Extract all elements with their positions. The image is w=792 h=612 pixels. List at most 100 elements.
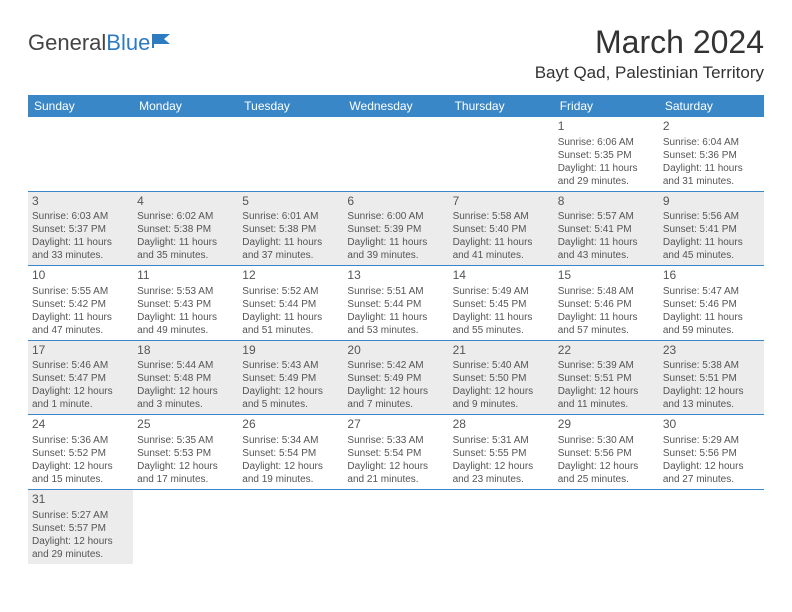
day-number: 5 [242,194,339,210]
flag-icon [152,30,174,56]
daylight-line: Daylight: 11 hours and 45 minutes. [663,236,760,262]
calendar-body: 1Sunrise: 6:06 AMSunset: 5:35 PMDaylight… [28,117,764,564]
sunset-line: Sunset: 5:47 PM [32,372,129,385]
daylight-line: Daylight: 11 hours and 37 minutes. [242,236,339,262]
calendar-cell: 20Sunrise: 5:42 AMSunset: 5:49 PMDayligh… [343,340,448,415]
logo: GeneralBlue [28,30,174,56]
daylight-line: Daylight: 12 hours and 21 minutes. [347,460,444,486]
calendar-cell: 10Sunrise: 5:55 AMSunset: 5:42 PMDayligh… [28,266,133,341]
calendar-cell: 24Sunrise: 5:36 AMSunset: 5:52 PMDayligh… [28,415,133,490]
day-number: 11 [137,268,234,284]
sunset-line: Sunset: 5:54 PM [347,447,444,460]
sunrise-line: Sunrise: 5:38 AM [663,359,760,372]
day-number: 10 [32,268,129,284]
day-number: 18 [137,343,234,359]
sunset-line: Sunset: 5:43 PM [137,298,234,311]
calendar-cell: 7Sunrise: 5:58 AMSunset: 5:40 PMDaylight… [449,191,554,266]
logo-text-1: General [28,30,106,56]
calendar-cell [659,489,764,563]
sunset-line: Sunset: 5:38 PM [137,223,234,236]
sunset-line: Sunset: 5:51 PM [558,372,655,385]
calendar-cell [238,489,343,563]
calendar-cell: 30Sunrise: 5:29 AMSunset: 5:56 PMDayligh… [659,415,764,490]
sunset-line: Sunset: 5:50 PM [453,372,550,385]
daylight-line: Daylight: 11 hours and 57 minutes. [558,311,655,337]
day-number: 13 [347,268,444,284]
sunrise-line: Sunrise: 5:56 AM [663,210,760,223]
calendar-cell: 4Sunrise: 6:02 AMSunset: 5:38 PMDaylight… [133,191,238,266]
calendar-cell: 15Sunrise: 5:48 AMSunset: 5:46 PMDayligh… [554,266,659,341]
sunrise-line: Sunrise: 5:35 AM [137,434,234,447]
sunrise-line: Sunrise: 5:40 AM [453,359,550,372]
sunset-line: Sunset: 5:51 PM [663,372,760,385]
sunset-line: Sunset: 5:40 PM [453,223,550,236]
day-number: 9 [663,194,760,210]
calendar-cell [449,117,554,191]
sunrise-line: Sunrise: 6:00 AM [347,210,444,223]
day-number: 8 [558,194,655,210]
sunset-line: Sunset: 5:53 PM [137,447,234,460]
day-number: 3 [32,194,129,210]
sunrise-line: Sunrise: 5:36 AM [32,434,129,447]
location: Bayt Qad, Palestinian Territory [535,63,764,83]
day-number: 17 [32,343,129,359]
calendar-row: 1Sunrise: 6:06 AMSunset: 5:35 PMDaylight… [28,117,764,191]
logo-text-2: Blue [106,30,150,56]
sunset-line: Sunset: 5:56 PM [558,447,655,460]
daylight-line: Daylight: 12 hours and 27 minutes. [663,460,760,486]
sunset-line: Sunset: 5:44 PM [347,298,444,311]
sunrise-line: Sunrise: 6:04 AM [663,136,760,149]
calendar-cell [343,117,448,191]
sunset-line: Sunset: 5:57 PM [32,522,129,535]
day-number: 12 [242,268,339,284]
daylight-line: Daylight: 11 hours and 31 minutes. [663,162,760,188]
day-number: 21 [453,343,550,359]
calendar-cell: 16Sunrise: 5:47 AMSunset: 5:46 PMDayligh… [659,266,764,341]
sunrise-line: Sunrise: 5:27 AM [32,509,129,522]
sunrise-line: Sunrise: 6:03 AM [32,210,129,223]
sunrise-line: Sunrise: 5:44 AM [137,359,234,372]
sunrise-line: Sunrise: 5:42 AM [347,359,444,372]
daylight-line: Daylight: 12 hours and 13 minutes. [663,385,760,411]
sunrise-line: Sunrise: 5:58 AM [453,210,550,223]
calendar-cell: 6Sunrise: 6:00 AMSunset: 5:39 PMDaylight… [343,191,448,266]
sunset-line: Sunset: 5:38 PM [242,223,339,236]
day-number: 6 [347,194,444,210]
calendar-cell [133,117,238,191]
sunrise-line: Sunrise: 6:06 AM [558,136,655,149]
day-number: 4 [137,194,234,210]
daylight-line: Daylight: 11 hours and 59 minutes. [663,311,760,337]
calendar-row: 24Sunrise: 5:36 AMSunset: 5:52 PM Dayligh… [28,415,764,490]
day-number: 1 [558,119,655,135]
calendar-cell: 3Sunrise: 6:03 AMSunset: 5:37 PMDaylight… [28,191,133,266]
calendar-cell: 31Sunrise: 5:27 AMSunset: 5:57 PMDayligh… [28,489,133,563]
sunset-line: Sunset: 5:46 PM [663,298,760,311]
day-number: 7 [453,194,550,210]
sunset-line: Sunset: 5:52 PM [32,447,129,460]
daylight-line: Daylight: 11 hours and 41 minutes. [453,236,550,262]
sunset-line: Sunset: 5:41 PM [663,223,760,236]
daylight-line: Daylight: 11 hours and 35 minutes. [137,236,234,262]
calendar-cell [554,489,659,563]
daylight-line: Daylight: 12 hours and 11 minutes. [558,385,655,411]
sunrise-line: Sunrise: 5:47 AM [663,285,760,298]
daylight-line: Daylight: 11 hours and 51 minutes. [242,311,339,337]
sunrise-line: Sunrise: 5:48 AM [558,285,655,298]
daylight-line: Daylight: 12 hours and 23 minutes. [453,460,550,486]
day-number: 24 [32,417,129,433]
daylight-line: Daylight: 11 hours and 49 minutes. [137,311,234,337]
day-number: 22 [558,343,655,359]
daylight-line: Daylight: 12 hours and 3 minutes. [137,385,234,411]
calendar-cell: 22Sunrise: 5:39 AMSunset: 5:51 PMDayligh… [554,340,659,415]
calendar-cell: 28Sunrise: 5:31 AMSunset: 5:55 PMDayligh… [449,415,554,490]
calendar-cell: 23Sunrise: 5:38 AMSunset: 5:51 PMDayligh… [659,340,764,415]
daylight-line: Daylight: 12 hours and 9 minutes. [453,385,550,411]
daylight-line: Daylight: 12 hours and 29 minutes. [32,535,129,561]
sunrise-line: Sunrise: 5:46 AM [32,359,129,372]
calendar-cell: 9Sunrise: 5:56 AMSunset: 5:41 PMDaylight… [659,191,764,266]
sunrise-line: Sunrise: 5:53 AM [137,285,234,298]
sunset-line: Sunset: 5:36 PM [663,149,760,162]
day-number: 19 [242,343,339,359]
sunrise-line: Sunrise: 5:49 AM [453,285,550,298]
calendar-cell: 8Sunrise: 5:57 AMSunset: 5:41 PMDaylight… [554,191,659,266]
